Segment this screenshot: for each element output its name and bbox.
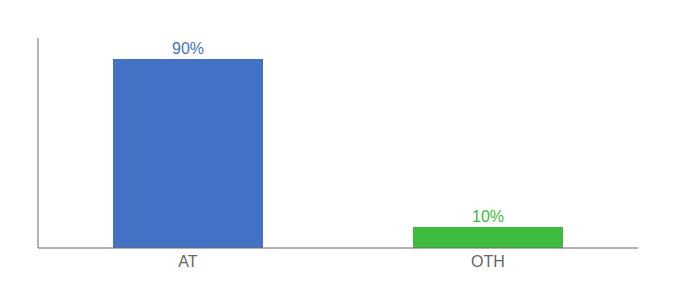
svg-text:90%: 90% <box>172 40 204 57</box>
svg-text:AT: AT <box>178 253 197 270</box>
svg-text:10%: 10% <box>472 208 504 225</box>
svg-text:OTH: OTH <box>471 253 505 270</box>
